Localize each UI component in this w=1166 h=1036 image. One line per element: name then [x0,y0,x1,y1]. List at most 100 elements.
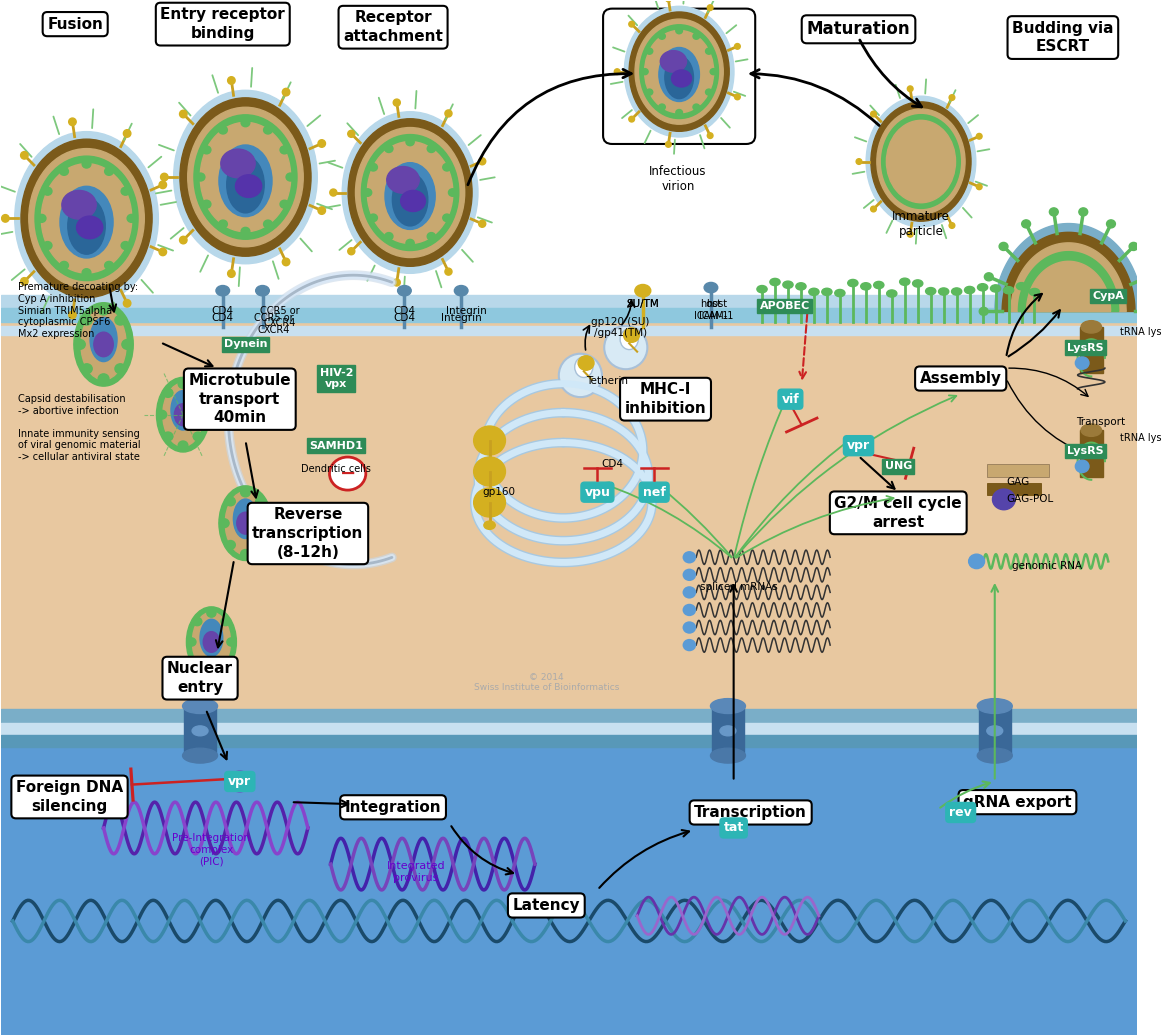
Circle shape [218,220,227,228]
Bar [184,707,216,755]
Ellipse shape [861,283,871,290]
Ellipse shape [62,191,97,220]
Text: HIV-2
vpx: HIV-2 vpx [319,368,353,390]
Ellipse shape [387,167,420,194]
Ellipse shape [361,135,458,251]
Ellipse shape [393,99,400,106]
Bar [1,317,1137,710]
Circle shape [682,622,696,634]
Ellipse shape [964,286,975,293]
Circle shape [82,161,91,168]
Ellipse shape [630,12,729,132]
Ellipse shape [1081,424,1102,436]
Ellipse shape [770,279,780,286]
Bar [986,483,1041,495]
Circle shape [219,519,229,527]
Text: −: − [339,464,356,483]
Circle shape [1107,220,1116,228]
Ellipse shape [216,286,230,296]
Circle shape [443,164,451,171]
Ellipse shape [161,173,168,181]
Ellipse shape [237,512,254,535]
Ellipse shape [220,149,255,178]
Ellipse shape [886,120,955,203]
Ellipse shape [318,140,325,147]
Ellipse shape [666,0,672,2]
Ellipse shape [59,186,113,258]
Circle shape [330,457,366,490]
Circle shape [999,242,1007,251]
Bar [1080,326,1103,373]
Text: vif: vif [781,393,799,406]
Ellipse shape [666,142,672,147]
Circle shape [705,48,712,54]
Text: G2/M cell cycle
arrest: G2/M cell cycle arrest [835,496,962,529]
Circle shape [98,306,108,315]
Ellipse shape [347,131,354,138]
Text: host
ICAM-1: host ICAM-1 [694,299,728,320]
Ellipse shape [877,109,965,214]
Circle shape [240,549,251,558]
Text: APOBEC: APOBEC [759,301,810,311]
Text: spliced mRNAs: spliced mRNAs [701,582,778,592]
Ellipse shape [183,748,218,764]
Bar [986,464,1049,477]
Circle shape [969,554,984,569]
Ellipse shape [201,122,290,232]
Ellipse shape [255,286,269,296]
Circle shape [970,555,983,568]
Circle shape [578,355,593,370]
Ellipse shape [986,726,1003,736]
Text: Pre-Integration
complex
(PIC): Pre-Integration complex (PIC) [173,833,251,866]
Text: vpu: vpu [584,486,610,498]
Text: CD4: CD4 [212,307,233,316]
Circle shape [693,33,700,39]
Circle shape [115,315,126,325]
Circle shape [676,28,682,34]
Ellipse shape [856,159,862,165]
Text: CD4: CD4 [212,314,233,323]
Text: GAG: GAG [1006,477,1030,487]
Ellipse shape [282,258,290,265]
Text: Maturation: Maturation [807,21,911,38]
Text: Latency: Latency [513,898,581,913]
Text: Foreign DNA
silencing: Foreign DNA silencing [16,780,124,813]
Polygon shape [1002,232,1135,312]
Ellipse shape [77,217,103,238]
Ellipse shape [949,94,955,100]
Ellipse shape [90,317,117,362]
Bar [1,722,1137,735]
Ellipse shape [871,102,971,222]
Ellipse shape [171,391,195,430]
Text: Nuclear
entry: Nuclear entry [167,661,233,695]
Text: Infectious
virion: Infectious virion [649,165,707,193]
Ellipse shape [484,490,496,498]
Ellipse shape [949,223,955,228]
Circle shape [82,268,91,277]
Circle shape [641,68,648,75]
Ellipse shape [735,44,740,50]
Ellipse shape [201,620,223,657]
Ellipse shape [188,108,303,247]
Text: CCR5 or
CXCR4: CCR5 or CXCR4 [254,314,294,335]
Ellipse shape [710,748,745,764]
Circle shape [192,658,202,666]
Ellipse shape [559,353,602,397]
Text: tRNA lys: tRNA lys [1119,326,1161,337]
Circle shape [115,364,126,374]
Text: CCR5 or
CXCR4: CCR5 or CXCR4 [260,307,300,327]
Text: Assembly: Assembly [920,371,1002,386]
Ellipse shape [871,111,877,117]
Ellipse shape [479,221,486,227]
Circle shape [473,457,505,486]
Ellipse shape [835,289,845,296]
Text: Dendritic cells: Dendritic cells [301,464,371,474]
Text: Transcription: Transcription [694,805,807,819]
Ellipse shape [159,181,167,189]
Circle shape [1079,208,1088,215]
Ellipse shape [401,191,426,211]
Ellipse shape [913,280,922,287]
Ellipse shape [455,286,468,296]
Circle shape [206,667,216,675]
Ellipse shape [342,112,478,274]
